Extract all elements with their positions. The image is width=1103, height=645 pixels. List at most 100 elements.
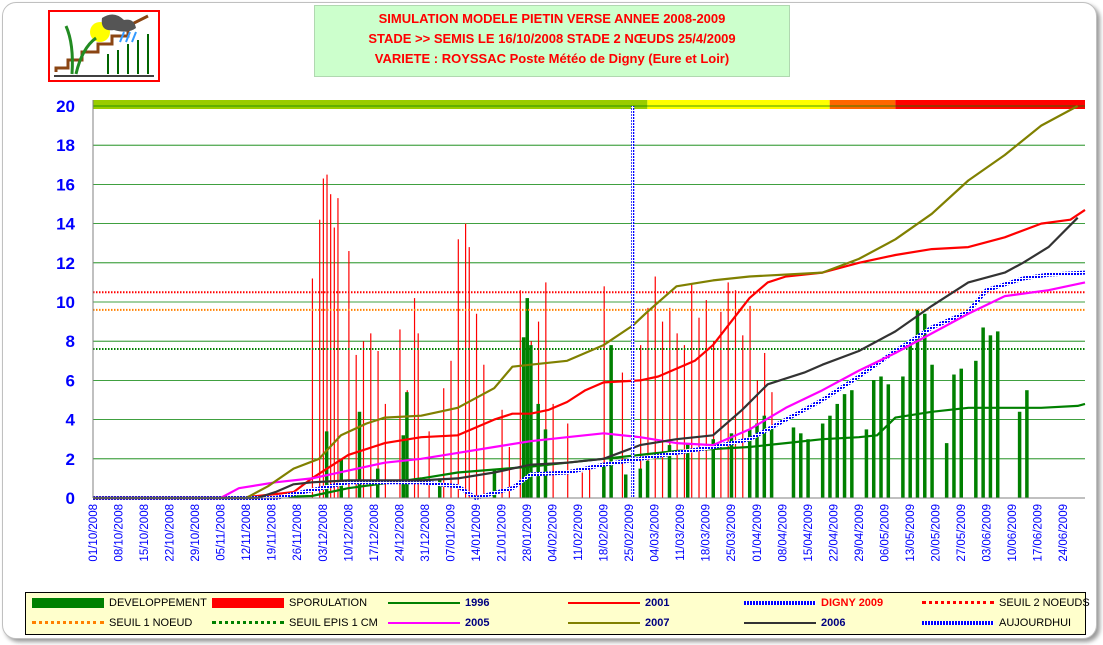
legend-item-sporulation: SPORULATION [210, 594, 367, 612]
sporulation-bar-41 [654, 276, 656, 498]
sporulation-bar-39 [640, 345, 642, 498]
legend-item-s2007: 2007 [566, 614, 669, 632]
legend-item-s2001: 2001 [566, 594, 669, 612]
sporulation-bar-5 [333, 227, 335, 498]
developpement-bar-33 [850, 390, 854, 498]
developpement-bar-48 [988, 335, 993, 498]
developpement-bar-29 [820, 423, 825, 498]
legend-symbol-sporulation [210, 596, 286, 610]
sporulation-bar-34 [589, 468, 591, 498]
developpement-bar-45 [959, 368, 963, 498]
sporulation-bar-51 [727, 282, 729, 498]
x-tick-label-15: 14/01/2009 [471, 504, 483, 562]
legend-label-aujourdhui: AUJOURDHUI [999, 617, 1072, 630]
y-tick-label-0: 0 [66, 489, 75, 508]
sporulation-bar-20 [457, 239, 459, 498]
x-tick-label-30: 29/04/2009 [854, 504, 866, 562]
threshold-lines [93, 291, 1085, 351]
legend-symbol-s1996 [386, 596, 462, 610]
sporulation-bar-42 [661, 321, 664, 498]
sporulation-bar-25 [501, 409, 503, 498]
x-tick-labels: 01/10/2008 08/10/2008 15/10/2008 22/10/2008… [88, 504, 1070, 562]
legend-label-s2005: 2005 [465, 617, 490, 630]
x-tick-label-32: 13/05/2009 [905, 504, 917, 562]
sporulation-bar-47 [698, 317, 700, 498]
developpement-bar-0 [324, 431, 329, 498]
x-tick-label-38: 24/06/2009 [1058, 504, 1070, 562]
legend-symbol-digny2009 [742, 596, 818, 610]
x-tick-label-33: 20/05/2009 [930, 504, 942, 562]
series-line-digny2009 [93, 270, 1086, 500]
x-tick-label-24: 18/03/2009 [701, 504, 713, 562]
x-tick-label-27: 08/04/2009 [777, 504, 789, 562]
aujourdhui-line [631, 106, 635, 498]
axes [92, 100, 1085, 499]
developpement-bar-37 [886, 384, 891, 498]
legend-item-s2006: 2006 [742, 614, 845, 632]
developpement-bar-13 [602, 462, 606, 498]
sporulation-bar-6 [337, 198, 339, 498]
developpement-bar-1 [339, 458, 343, 498]
sporulation-bar-1 [319, 219, 321, 498]
chart-title-line-1: SIMULATION MODELE PIETIN VERSE ANNEE 200… [378, 11, 726, 26]
y-tick-label-6: 6 [66, 371, 75, 390]
x-tick-label-21: 25/02/2009 [624, 504, 636, 562]
sporulation-bar-44 [676, 333, 678, 498]
developpement-bar-49 [995, 331, 1000, 498]
farm-weather-logo-icon [48, 10, 160, 82]
x-tick-label-12: 24/12/2008 [394, 504, 406, 562]
developpement-bar-23 [755, 423, 759, 498]
chart-legend: DEVELOPPEMENT SPORULATION 1996 2001 DIGNY 20… [25, 592, 1090, 635]
developpement-bar-38 [901, 376, 905, 498]
developpement-bar-20 [711, 439, 715, 498]
legend-symbol-seuilepis [210, 616, 286, 630]
legend-label-s1996: 1996 [465, 597, 490, 610]
sporulation-bar-26 [508, 447, 510, 498]
risk-segment-1 [647, 100, 830, 109]
developpement-bar-32 [842, 394, 847, 498]
series-line-s2007 [93, 105, 1079, 500]
series-line-s2006 [93, 216, 1079, 500]
developpement-bar-50 [1017, 411, 1022, 498]
x-tick-label-20: 18/02/2009 [599, 504, 611, 562]
developpement-bar-30 [828, 415, 832, 498]
sporulation-bar-7 [348, 251, 350, 498]
developpement-bar-24 [762, 415, 767, 498]
sporulation-bar-30 [545, 282, 547, 498]
sporulation-bar-8 [355, 354, 357, 498]
y-tick-label-2: 2 [66, 450, 75, 469]
developpement-bar-31 [835, 403, 839, 498]
legend-label-s2006: 2006 [821, 617, 846, 630]
legend-item-digny2009: DIGNY 2009 [742, 594, 883, 612]
legend-label-s2007: 2007 [645, 617, 670, 630]
risk-segment-3 [895, 100, 1085, 109]
x-tick-label-35: 03/06/2009 [982, 504, 994, 562]
chart-title-line-2: STADE >> SEMIS LE 16/10/2008 STADE 2 NŒU… [368, 31, 736, 46]
aujourdhui-marker [631, 106, 635, 498]
developpement-bar-22 [747, 429, 752, 498]
developpement-bar-40 [915, 309, 920, 498]
y-tick-label-8: 8 [66, 332, 75, 351]
y-tick-label-14: 14 [56, 215, 75, 234]
sporulation-bar-40 [647, 307, 649, 498]
sporulation-bar-31 [552, 403, 554, 498]
legend-symbol-s2001 [566, 596, 642, 610]
developpement-bar-4 [401, 435, 405, 498]
x-tick-label-18: 04/02/2009 [548, 504, 560, 562]
developpement-bar-35 [871, 380, 876, 498]
developpement-bar-7 [492, 468, 497, 498]
developpement-bar-8 [521, 337, 526, 498]
series-line-s2001 [93, 208, 1086, 500]
chart-title-line-3: VARIETE : ROYSSAC Poste Météo de Digny (… [374, 51, 730, 66]
x-tick-label-8: 26/11/2008 [292, 504, 304, 561]
developpement-bar-39 [908, 341, 912, 498]
sporulation-bar-12 [384, 403, 386, 498]
legend-label-digny2009: DIGNY 2009 [821, 597, 884, 610]
x-tick-label-37: 17/06/2009 [1033, 504, 1045, 562]
sporulation-bar-52 [734, 290, 737, 498]
developpement-bar-5 [405, 392, 409, 498]
legend-symbol-seuil2noeuds [920, 596, 996, 610]
developpement-bar-42 [930, 364, 934, 498]
sporulation-bar-53 [742, 335, 744, 498]
sporulation-bar-13 [399, 329, 401, 498]
